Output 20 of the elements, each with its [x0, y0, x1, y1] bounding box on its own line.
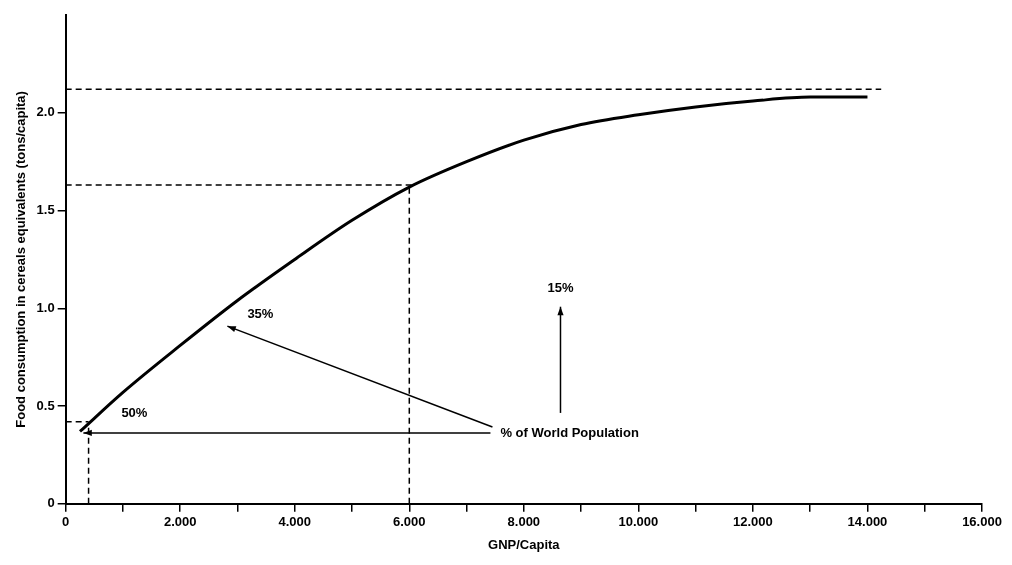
y-tick-label: 0.5 — [36, 397, 55, 413]
x-tick-label: 8.000 — [507, 514, 541, 530]
x-tick-label: 10.000 — [618, 514, 659, 530]
x-tick-label: 12.000 — [733, 514, 773, 530]
x-tick-label: 16.000 — [962, 514, 1002, 530]
annotation: 35% — [247, 305, 274, 321]
x-tick-label: 0 — [62, 514, 70, 530]
x-tick-label: 14.000 — [847, 514, 888, 530]
annotation: 15% — [547, 280, 574, 296]
x-tick-label: 2.000 — [163, 514, 197, 530]
y-tick-label: 1.5 — [36, 202, 55, 218]
y-tick-label: 0 — [47, 495, 55, 511]
y-axis-title: Food consumption in cereals equivalents (tons/capita) — [13, 91, 29, 428]
x-axis-title: GNP/Capita — [488, 536, 561, 552]
y-tick-label: 2.0 — [36, 104, 55, 120]
x-tick-label: 4.000 — [278, 514, 312, 530]
y-tick-label: 1.0 — [36, 299, 55, 315]
annotation: % of World Population — [500, 424, 639, 440]
annotation: 50% — [121, 404, 148, 420]
x-tick-label: 6.000 — [393, 514, 426, 530]
